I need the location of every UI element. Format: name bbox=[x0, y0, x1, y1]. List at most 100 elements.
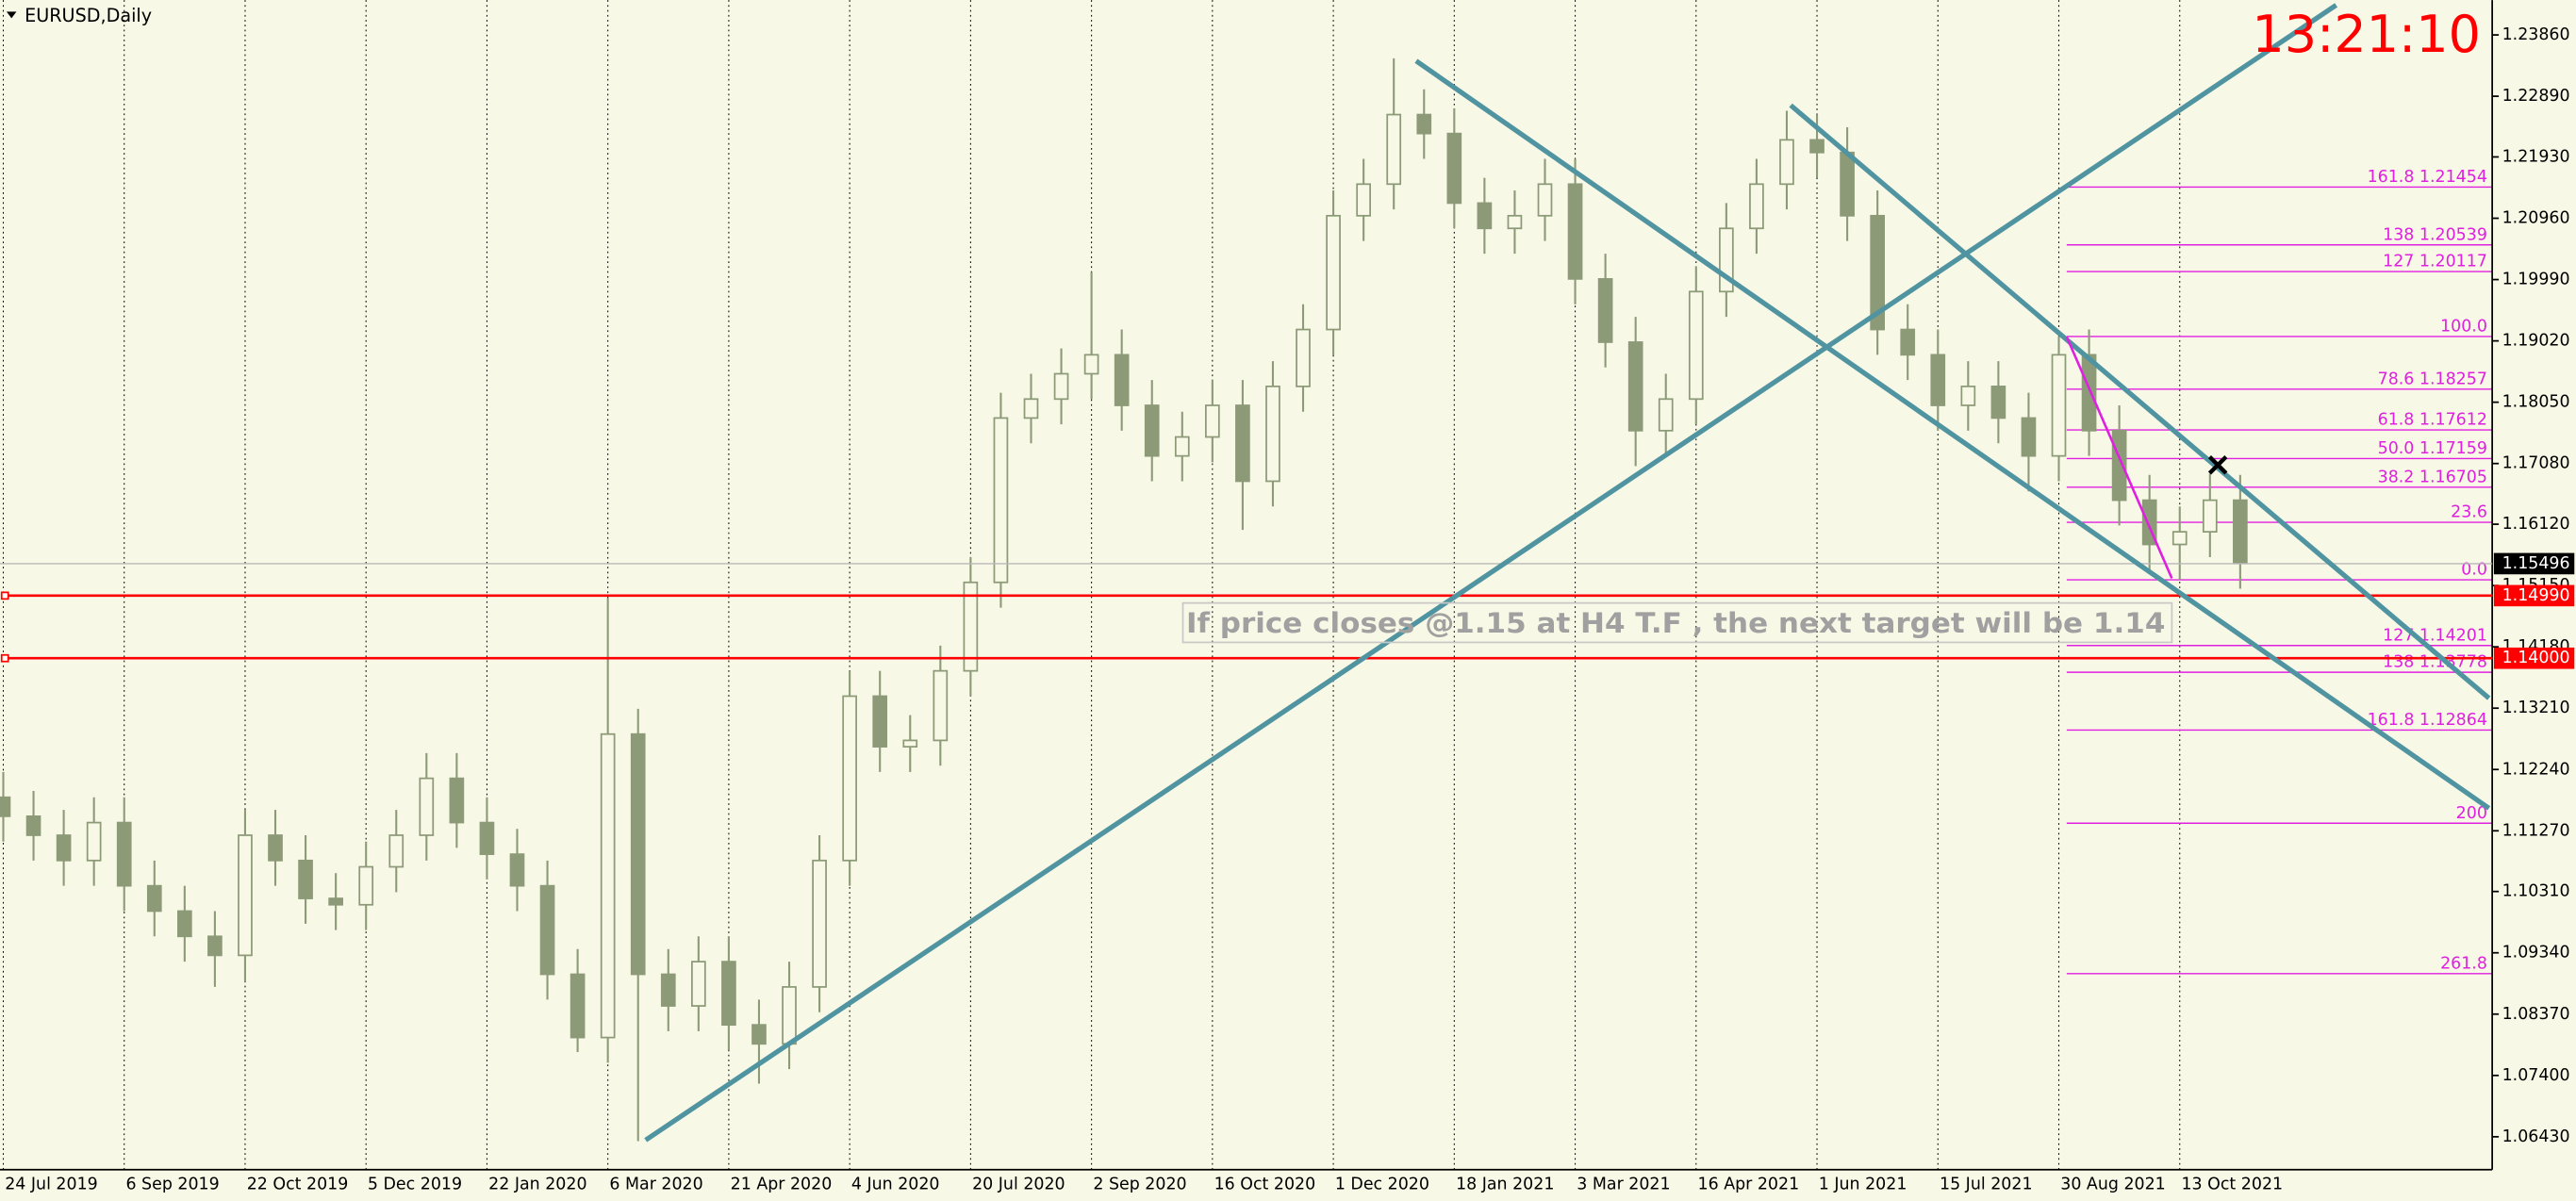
x-tick-label: 20 Jul 2020 bbox=[972, 1175, 1065, 1193]
candle-body bbox=[721, 961, 736, 1027]
candle-body bbox=[842, 695, 857, 862]
y-tick-label: 1.18050 bbox=[2502, 393, 2570, 412]
candle-body bbox=[176, 910, 192, 938]
candle-body bbox=[509, 853, 525, 887]
candle-body bbox=[1386, 113, 1402, 186]
y-tick-label: 1.10310 bbox=[2502, 882, 2570, 901]
candle-body bbox=[268, 834, 283, 862]
candle-body bbox=[1658, 398, 1674, 432]
clock: 13:21:10 bbox=[2252, 5, 2481, 64]
x-tick-label: 4 Jun 2020 bbox=[851, 1175, 940, 1193]
fib-label: 38.2 1.16705 bbox=[2378, 468, 2487, 486]
candle-body bbox=[2171, 531, 2188, 546]
fib-label: 261.8 bbox=[2440, 954, 2487, 973]
candle-body bbox=[2202, 499, 2218, 533]
x-tick-label: 22 Jan 2020 bbox=[488, 1175, 586, 1193]
candle-body bbox=[1930, 354, 1946, 406]
y-tick-label: 1.20960 bbox=[2502, 209, 2570, 228]
y-tick-label: 1.08370 bbox=[2502, 1005, 2570, 1024]
fib-label: 78.6 1.18257 bbox=[2378, 370, 2487, 388]
candle-body bbox=[86, 821, 102, 862]
menu-arrow[interactable] bbox=[6, 11, 17, 19]
x-tick-label: 2 Sep 2020 bbox=[1093, 1175, 1186, 1193]
candle-body bbox=[1083, 354, 1099, 375]
y-tick-label: 1.06430 bbox=[2502, 1127, 2570, 1146]
level-label-box bbox=[2493, 647, 2575, 669]
candle-body bbox=[116, 821, 132, 887]
candle-body bbox=[1990, 386, 2006, 420]
x-tick-label: 16 Oct 2020 bbox=[1214, 1175, 1316, 1193]
candle-body bbox=[751, 1024, 767, 1045]
candle-body bbox=[358, 865, 374, 906]
fib-label: 50.0 1.17159 bbox=[2378, 439, 2487, 458]
candle-body bbox=[1597, 278, 1613, 343]
level-anchor bbox=[0, 653, 9, 663]
x-tick-label: 30 Aug 2021 bbox=[2060, 1175, 2166, 1193]
candle-body bbox=[1567, 183, 1583, 280]
candle-body bbox=[328, 897, 343, 906]
candle-body bbox=[1296, 328, 1311, 387]
candle-body bbox=[238, 834, 253, 957]
y-tick-label: 1.13210 bbox=[2502, 699, 2570, 717]
candle-body bbox=[993, 417, 1009, 584]
annotation: If price closes @1.15 at H4 T.F , the ne… bbox=[1186, 607, 2165, 639]
x-tick-label: 24 Jul 2019 bbox=[5, 1175, 98, 1193]
fib-label: 161.8 1.12864 bbox=[2368, 711, 2487, 730]
candle-body bbox=[660, 973, 676, 1007]
fib-label: 23.6 bbox=[2451, 503, 2487, 522]
candle-body bbox=[1114, 354, 1130, 406]
x-tick-label: 3 Mar 2021 bbox=[1577, 1175, 1670, 1193]
x-tick-label: 13 Oct 2021 bbox=[2181, 1175, 2283, 1193]
y-tick-label: 1.17080 bbox=[2502, 454, 2570, 473]
fib-label: 127 1.20117 bbox=[2383, 253, 2487, 271]
candle-body bbox=[1265, 386, 1280, 483]
candle-body bbox=[1749, 183, 1764, 230]
x-tick-label: 6 Mar 2020 bbox=[609, 1175, 702, 1193]
fib-label: 200 bbox=[2456, 804, 2487, 823]
candle-body bbox=[419, 777, 435, 836]
fib-label: 127 1.14201 bbox=[2383, 626, 2487, 645]
x-tick-label: 6 Sep 2019 bbox=[125, 1175, 219, 1193]
x-tick-label: 22 Oct 2019 bbox=[247, 1175, 349, 1193]
candle-body bbox=[1477, 202, 1493, 230]
candle-body bbox=[539, 884, 555, 976]
candle-body bbox=[1507, 214, 1523, 230]
level-label: 1.14990 bbox=[2502, 586, 2570, 605]
trend-line bbox=[1789, 103, 2491, 700]
candle-body bbox=[570, 973, 586, 1039]
candle-body bbox=[1174, 436, 1190, 457]
drawing-objects: If price closes @1.15 at H4 T.F , the ne… bbox=[6, 3, 2491, 1143]
level-anchor bbox=[0, 591, 9, 600]
price-label: 1.15496 bbox=[2502, 554, 2570, 573]
candle-body bbox=[207, 935, 223, 957]
annotation-box bbox=[1181, 601, 2173, 644]
candle-body bbox=[782, 986, 797, 1045]
candle-body bbox=[1688, 290, 1704, 401]
candle-body bbox=[479, 821, 495, 855]
candle-body bbox=[812, 859, 827, 988]
candle-body bbox=[56, 834, 72, 862]
fib-label: 61.8 1.17612 bbox=[2378, 411, 2487, 430]
x-tick-label: 1 Jun 2021 bbox=[1819, 1175, 1907, 1193]
fib-label: 161.8 1.21454 bbox=[2368, 168, 2487, 187]
candle-body bbox=[1809, 139, 1825, 154]
candle-body bbox=[2081, 354, 2097, 432]
price-label-box bbox=[2493, 552, 2575, 575]
x-tick-label: 1 Dec 2020 bbox=[1335, 1175, 1429, 1193]
candle-body bbox=[1144, 404, 1160, 457]
x-tick-label: 15 Jul 2021 bbox=[1940, 1175, 2033, 1193]
candle-body bbox=[2021, 417, 2037, 457]
candle-body bbox=[1416, 113, 1432, 135]
candle-body bbox=[933, 669, 949, 742]
candle-body bbox=[1053, 372, 1069, 401]
candle-body bbox=[630, 732, 646, 976]
candle-body bbox=[691, 961, 706, 1007]
y-tick-label: 1.19020 bbox=[2502, 332, 2570, 351]
y-tick-label: 1.12240 bbox=[2502, 760, 2570, 779]
candle-body bbox=[1900, 328, 1916, 356]
candle-body bbox=[2051, 354, 2067, 457]
